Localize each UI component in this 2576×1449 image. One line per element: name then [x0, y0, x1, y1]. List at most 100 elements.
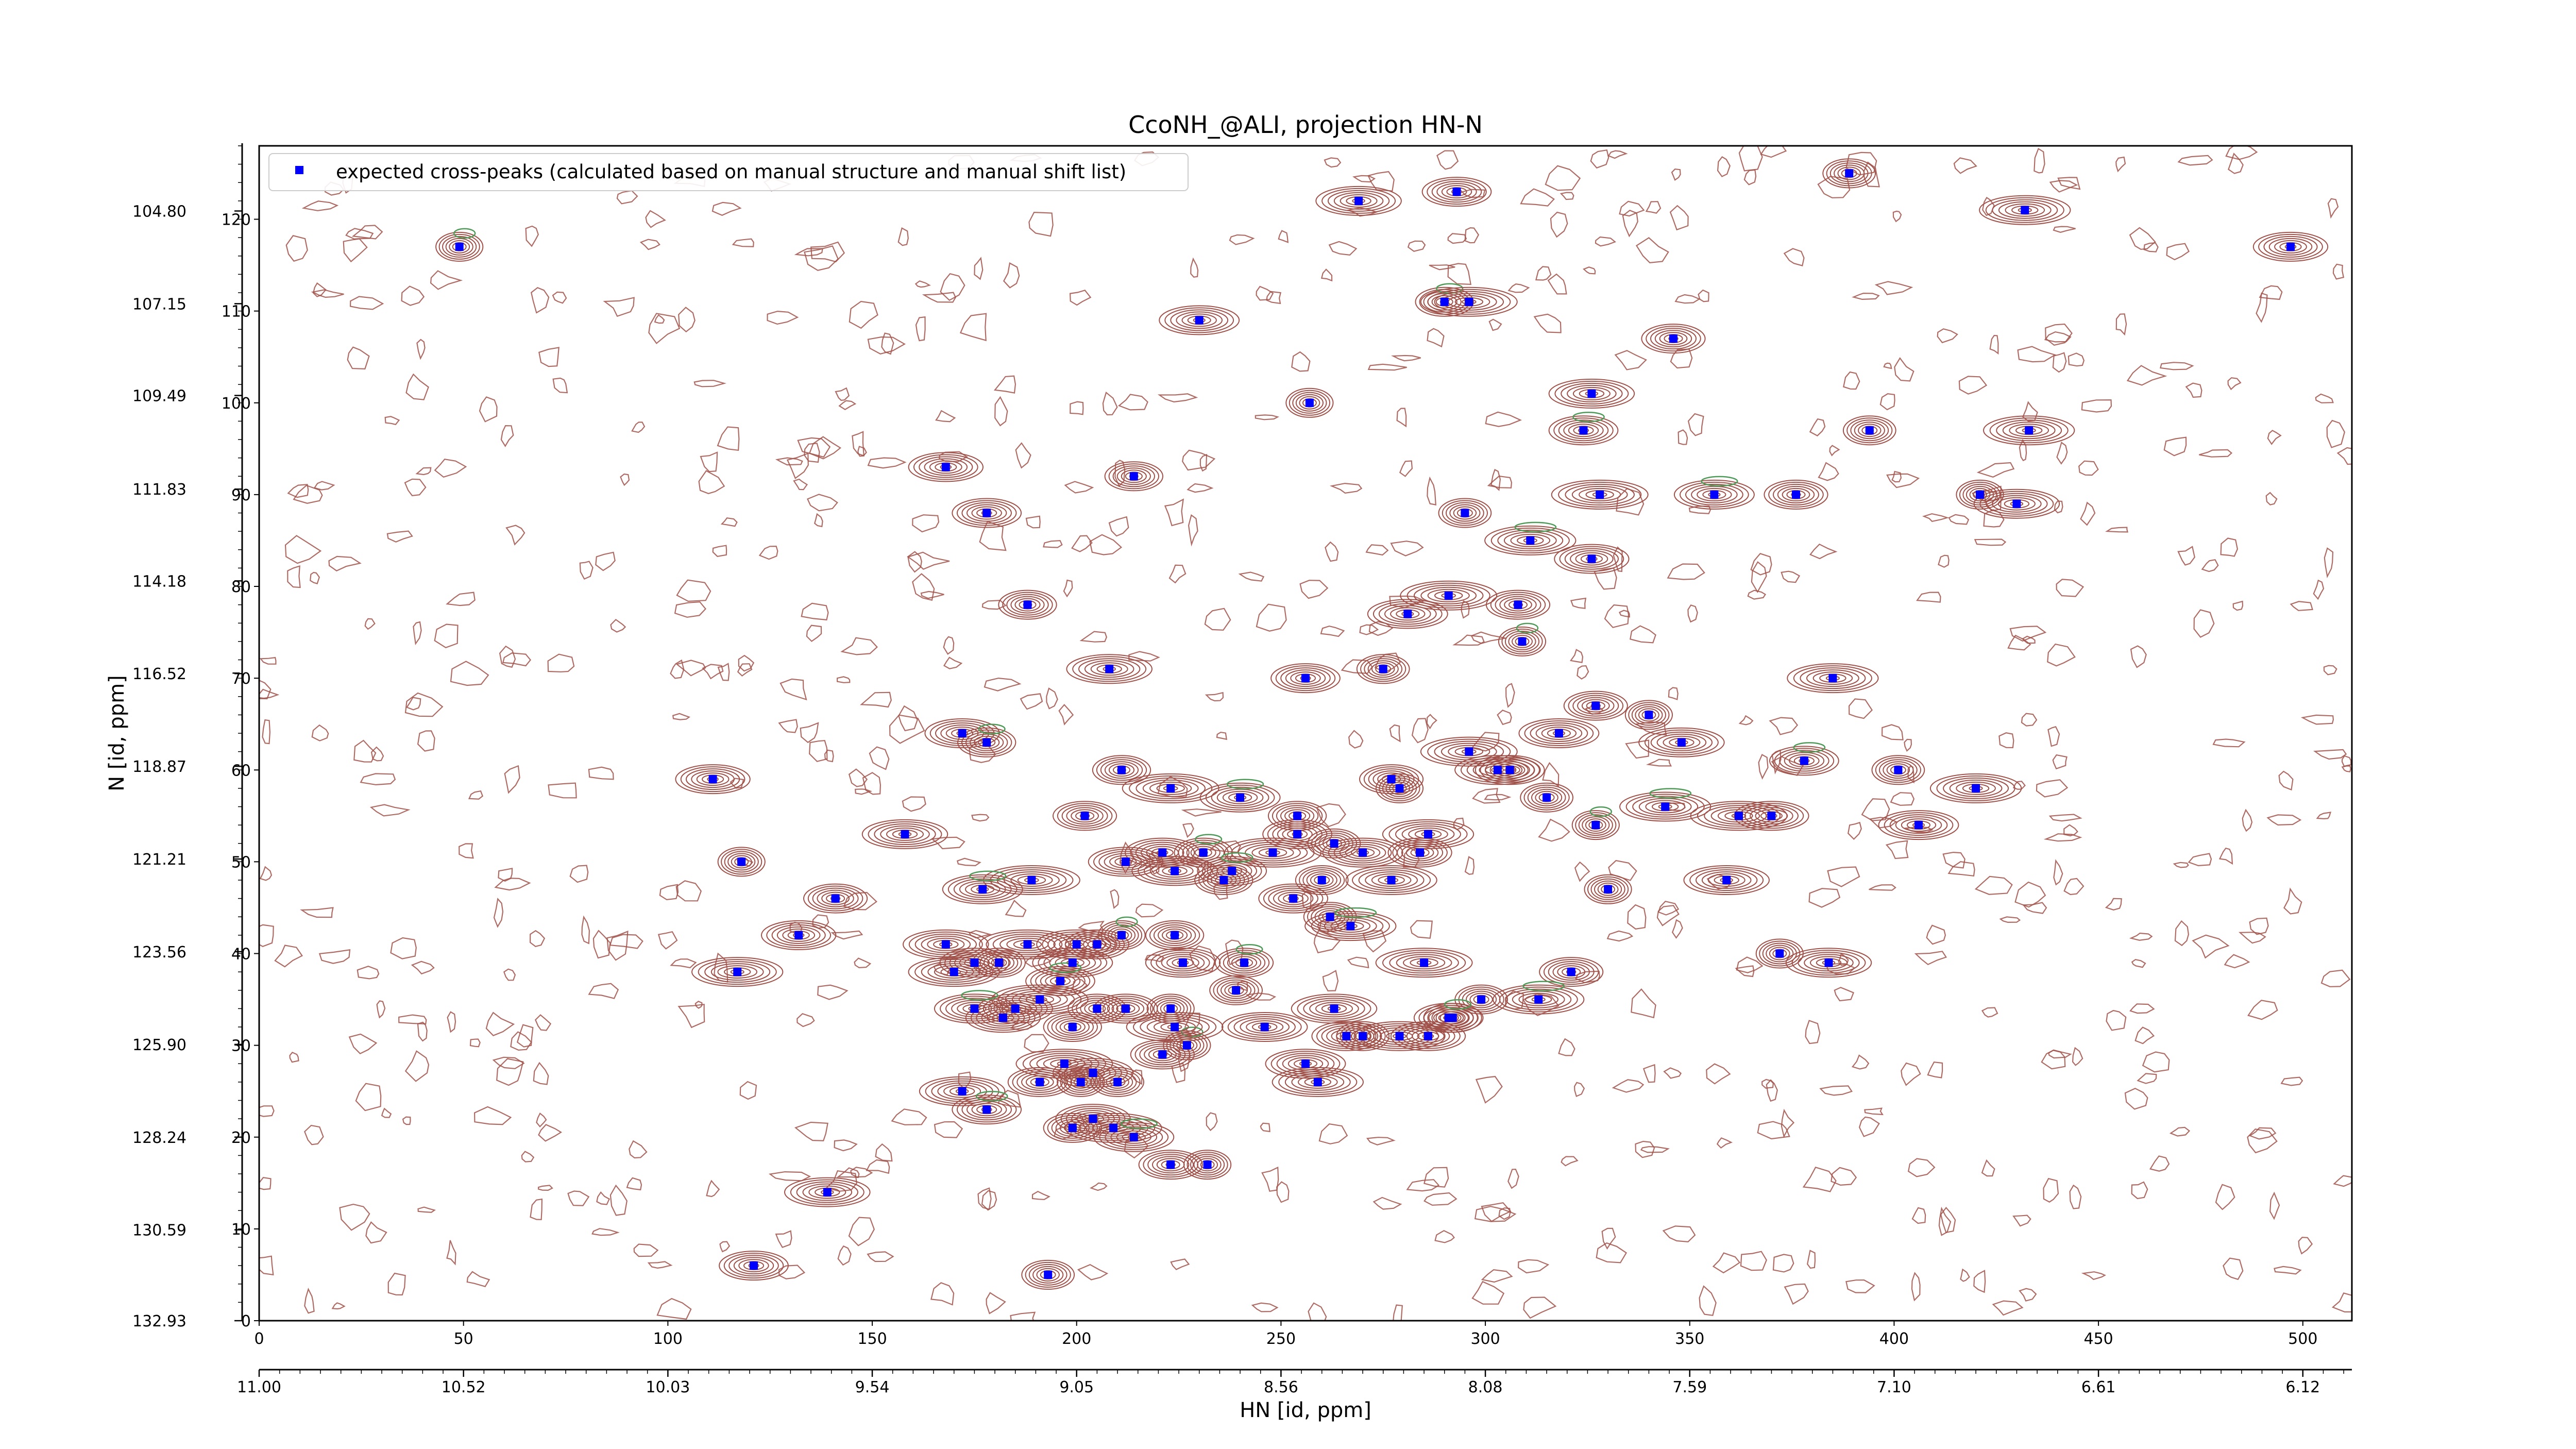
noise-contour — [287, 484, 309, 498]
peak-contour — [727, 853, 756, 871]
peak-contour — [1454, 755, 1541, 785]
peak-contour — [1102, 1073, 1133, 1091]
noise-contour — [413, 621, 422, 646]
peak-contour — [1392, 839, 1448, 866]
peak-contour — [1575, 812, 1617, 838]
noise-contour — [1481, 1202, 1512, 1222]
peak-contour — [1216, 979, 1256, 1001]
peak-contour — [1842, 415, 1896, 446]
expected-peak-marker — [2012, 499, 2021, 508]
peak-contour — [1499, 986, 1578, 1013]
y-tick-label: 50 — [231, 853, 251, 871]
noise-contour — [1255, 414, 1280, 420]
peak-contour — [1140, 1016, 1210, 1038]
noise-contour — [2324, 547, 2334, 579]
peak-contour — [956, 1097, 1017, 1123]
peak-contour — [953, 878, 1012, 900]
noise-contour — [1706, 1063, 1731, 1085]
y-tick-label: 20 — [231, 1129, 251, 1147]
expected-peak-marker — [1121, 1004, 1130, 1013]
peak-contour — [691, 957, 784, 987]
noise-contour — [1916, 592, 1941, 603]
expected-peak-marker — [970, 958, 979, 967]
peak-contour — [1798, 952, 1860, 974]
noise-contour — [2238, 932, 2266, 944]
noise-contour — [767, 310, 799, 325]
peak-contour — [766, 922, 832, 948]
peak-contour — [1530, 722, 1588, 744]
peak-contour — [1883, 761, 1914, 779]
peak-contour — [1577, 697, 1615, 715]
peak-contour — [1389, 781, 1410, 795]
peak-contour — [1109, 855, 1142, 869]
noise-contour — [1845, 1279, 1875, 1293]
noise-contour — [592, 930, 611, 959]
noise-contour — [2242, 808, 2253, 832]
peak-contour — [1278, 1069, 1358, 1095]
noise-contour — [2106, 1009, 2127, 1031]
noise-contour — [1347, 956, 1369, 969]
expected-peak-marker — [1440, 297, 1449, 306]
peak-contour — [1060, 1069, 1101, 1095]
noise-contour — [1522, 993, 1560, 1017]
noise-contour — [579, 561, 594, 580]
noise-contour — [505, 525, 526, 546]
peak-contour — [1785, 948, 1872, 978]
noise-contour — [1031, 1190, 1050, 1200]
noise-contour — [1181, 808, 1222, 817]
noise-contour — [1885, 840, 1909, 860]
noise-contour — [485, 1012, 515, 1036]
noise-contour — [1260, 1122, 1270, 1133]
noise-contour — [2290, 601, 2313, 611]
peak-contour — [1345, 865, 1437, 895]
noise-contour — [494, 878, 531, 891]
noise-contour — [1560, 192, 1574, 200]
peak-contour — [1069, 931, 1125, 957]
expected-peak-marker — [1228, 867, 1236, 875]
peak-contour — [1214, 948, 1274, 978]
noise-contour — [1999, 916, 2021, 923]
noise-contour — [311, 289, 344, 298]
noise-contour — [534, 1014, 552, 1031]
noise-contour — [2072, 1047, 2083, 1066]
expected-peak-marker — [750, 1261, 758, 1270]
noise-contour — [328, 555, 362, 571]
noise-contour — [434, 624, 459, 649]
peak-contour — [1998, 201, 2052, 219]
noise-contour — [1607, 150, 1628, 159]
peak-contour — [1759, 940, 1801, 967]
peak-contour — [1579, 487, 1621, 501]
peak-contour — [1051, 1016, 1094, 1038]
expected-peak-marker — [978, 885, 987, 894]
peak-contour — [1161, 954, 1205, 972]
peak-contour — [1434, 291, 1504, 313]
noise-contour — [1256, 285, 1274, 301]
peak-contour — [1197, 1158, 1218, 1172]
peak-contour — [1245, 844, 1301, 862]
peak-contour — [1359, 764, 1424, 795]
peak-contour — [1153, 924, 1196, 946]
noise-contour — [500, 425, 514, 447]
expected-peak-marker — [950, 968, 958, 976]
expected-peak-marker — [1036, 1077, 1044, 1086]
noise-contour — [1089, 534, 1123, 555]
peak-contour — [1558, 419, 1609, 442]
noise-contour — [1819, 1085, 1853, 1096]
peak-contour — [1340, 194, 1378, 208]
noise-contour — [1209, 840, 1241, 853]
noise-contour — [675, 880, 702, 902]
noise-contour — [1256, 603, 1287, 632]
peak-contour — [1060, 1106, 1126, 1132]
expected-peak-marker — [1158, 848, 1167, 857]
peak-contour — [1625, 794, 1705, 820]
noise-contour — [1671, 919, 1683, 939]
noise-contour — [797, 437, 831, 458]
noise-contour — [2081, 399, 2112, 413]
noise-contour — [2149, 1155, 2170, 1172]
expected-peak-marker — [1661, 802, 1670, 811]
noise-contour — [430, 270, 463, 290]
noise-contour — [274, 945, 303, 968]
legend-marker-icon — [295, 166, 303, 174]
peak-contour — [796, 1181, 859, 1203]
peak-contour — [1979, 491, 2054, 517]
